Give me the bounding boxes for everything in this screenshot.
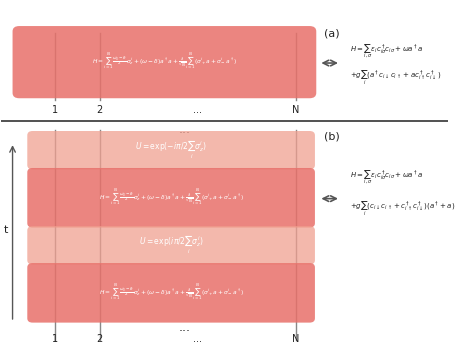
Text: N: N bbox=[292, 334, 300, 344]
Text: 2: 2 bbox=[97, 105, 103, 115]
Text: ...: ... bbox=[179, 124, 191, 136]
Text: $U = \exp(-i\pi/2\sum_i \sigma_z^i)$: $U = \exp(-i\pi/2\sum_i \sigma_z^i)$ bbox=[136, 139, 207, 162]
Text: (b): (b) bbox=[324, 132, 340, 142]
FancyBboxPatch shape bbox=[27, 131, 315, 169]
Text: $H = \sum_{i,\sigma}\epsilon_i c_{i\sigma}^\dagger c_{i\sigma} + \omega a^\dagge: $H = \sum_{i,\sigma}\epsilon_i c_{i\sigm… bbox=[350, 42, 423, 60]
Text: $H = \sum_{i=1}^{N}\frac{\tilde{\omega}_0 - \delta}{2}\sigma_z^i + (\omega-\delt: $H = \sum_{i=1}^{N}\frac{\tilde{\omega}_… bbox=[92, 52, 237, 72]
Text: 2: 2 bbox=[97, 334, 103, 344]
Text: 1: 1 bbox=[52, 105, 58, 115]
Text: 1: 1 bbox=[52, 334, 58, 344]
Text: $+g\sum_i(a^\dagger c_{i\downarrow}c_{i\uparrow} + a c_{i\uparrow}^\dagger c_{i\: $+g\sum_i(a^\dagger c_{i\downarrow}c_{i\… bbox=[350, 69, 441, 88]
Text: ...: ... bbox=[193, 105, 202, 115]
Text: $H = \sum_{i,\sigma}\epsilon_i c_{i\sigma}^\dagger c_{i\sigma} + \omega a^\dagge: $H = \sum_{i,\sigma}\epsilon_i c_{i\sigm… bbox=[350, 169, 423, 186]
FancyBboxPatch shape bbox=[27, 263, 315, 323]
Text: $H = \sum_{i=1}^{N}\frac{\tilde{\omega}_0 - \delta}{2}\sigma_z^i + (\omega-\delt: $H = \sum_{i=1}^{N}\frac{\tilde{\omega}_… bbox=[99, 188, 244, 208]
Text: ...: ... bbox=[193, 334, 202, 344]
Text: (a): (a) bbox=[324, 28, 340, 38]
Text: ...: ... bbox=[179, 321, 191, 334]
Text: t: t bbox=[4, 225, 8, 235]
FancyBboxPatch shape bbox=[27, 168, 315, 228]
FancyBboxPatch shape bbox=[27, 226, 315, 264]
FancyBboxPatch shape bbox=[12, 26, 316, 98]
Text: $+g\sum_i(c_{i\downarrow}c_{i\uparrow} + c_{i\uparrow}^\dagger c_{i\downarrow}^\: $+g\sum_i(c_{i\downarrow}c_{i\uparrow} +… bbox=[350, 200, 455, 219]
Text: $U = \exp(i\pi/2\sum_i \sigma_z^i)$: $U = \exp(i\pi/2\sum_i \sigma_z^i)$ bbox=[138, 234, 204, 256]
Text: $H = \sum_{i=1}^{N}\frac{\tilde{\omega}_0 - \delta}{2}\sigma_z^i + (\omega-\delt: $H = \sum_{i=1}^{N}\frac{\tilde{\omega}_… bbox=[99, 283, 244, 303]
Text: N: N bbox=[292, 105, 300, 115]
